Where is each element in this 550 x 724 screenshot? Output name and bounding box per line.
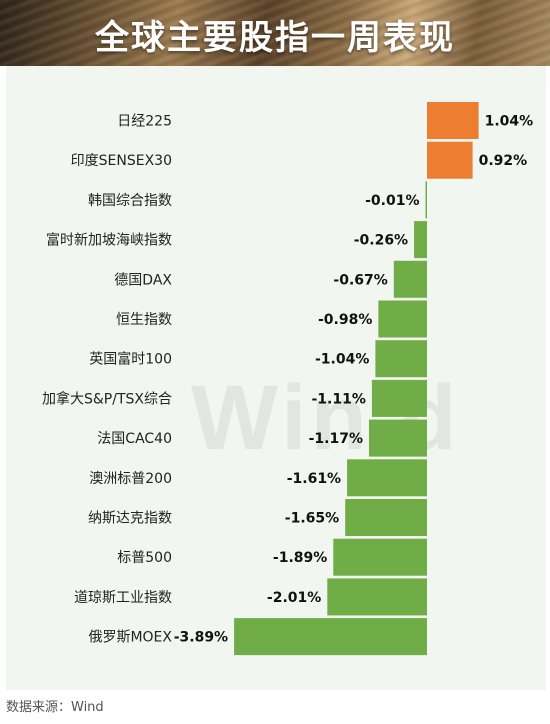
category-label-2: 韩国综合指数 bbox=[88, 193, 172, 209]
value-label-12: -2.01% bbox=[267, 590, 321, 606]
bar-12 bbox=[327, 578, 427, 616]
category-label-4: 德国DAX bbox=[114, 272, 172, 288]
bar-13 bbox=[234, 618, 427, 656]
category-label-12: 道琼斯工业指数 bbox=[74, 590, 172, 606]
category-label-1: 印度SENSEX30 bbox=[71, 153, 172, 169]
source-note: 数据来源：Wind bbox=[6, 700, 104, 715]
bar-10 bbox=[345, 499, 427, 536]
category-label-5: 恒生指数 bbox=[116, 312, 172, 328]
value-label-1: 0.92% bbox=[479, 153, 528, 169]
category-label-10: 纳斯达克指数 bbox=[88, 511, 172, 527]
value-label-8: -1.17% bbox=[309, 431, 363, 447]
value-label-0: 1.04% bbox=[485, 114, 534, 130]
value-label-9: -1.61% bbox=[287, 471, 341, 487]
bar-8 bbox=[369, 419, 427, 457]
category-label-3: 富时新加坡海峡指数 bbox=[46, 232, 172, 249]
bar-4 bbox=[393, 260, 427, 298]
value-label-3: -0.26% bbox=[354, 233, 408, 249]
category-label-8: 法国CAC40 bbox=[97, 431, 172, 447]
value-label-4: -0.67% bbox=[333, 272, 387, 288]
bar-0 bbox=[427, 102, 479, 139]
bar-2 bbox=[425, 181, 427, 219]
category-label-0: 日经225 bbox=[117, 114, 172, 130]
category-label-9: 澳洲标普200 bbox=[89, 471, 172, 487]
bar-6 bbox=[375, 340, 427, 378]
header-banner: 全球主要股指一周表现 bbox=[0, 0, 550, 66]
bar-5 bbox=[378, 300, 427, 338]
category-label-11: 标普500 bbox=[117, 550, 172, 566]
bar-9 bbox=[347, 459, 427, 497]
page-title: 全球主要股指一周表现 bbox=[95, 18, 455, 58]
header-texture bbox=[0, 0, 550, 66]
category-label-7: 加拿大S&P/TSX综合 bbox=[42, 390, 172, 407]
bar-3 bbox=[414, 221, 427, 259]
value-label-2: -0.01% bbox=[365, 193, 419, 209]
category-label-6: 英国富时100 bbox=[89, 351, 172, 368]
value-label-5: -0.98% bbox=[318, 312, 372, 328]
bar-11 bbox=[333, 538, 427, 576]
value-label-7: -1.11% bbox=[312, 391, 366, 407]
bar-7 bbox=[371, 379, 427, 417]
value-label-6: -1.04% bbox=[315, 352, 369, 368]
value-label-11: -1.89% bbox=[273, 550, 327, 566]
bar-1 bbox=[427, 141, 473, 179]
value-label-10: -1.65% bbox=[285, 511, 339, 527]
value-label-13: -3.89% bbox=[174, 630, 228, 646]
category-label-13: 俄罗斯MOEX bbox=[88, 630, 172, 646]
